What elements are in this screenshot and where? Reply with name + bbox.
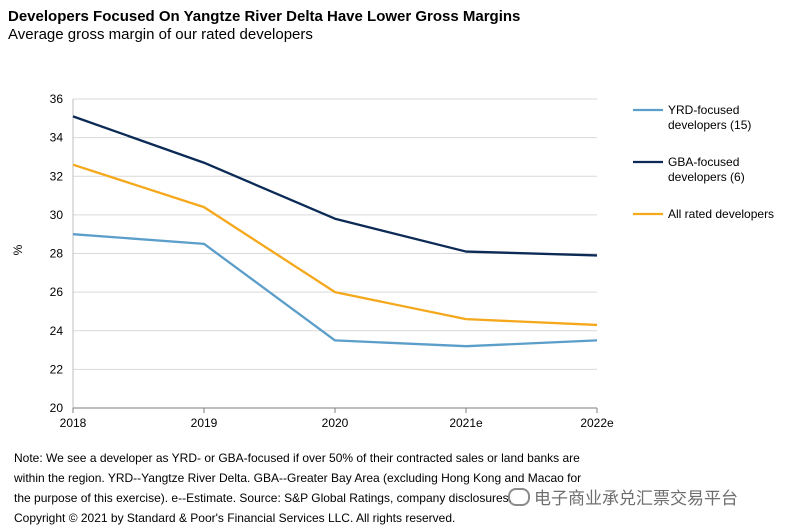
legend-entry: developers (6): [668, 170, 745, 184]
series-line: [72, 233, 598, 348]
line-chart: 20 22 24 26 28 30 32 34 36 2018 2019 2020 2021e 2022e…: [11, 92, 774, 430]
legend-entry: developers (15): [668, 118, 751, 132]
y-tick-label: 20: [50, 401, 64, 415]
y-tick-label: 26: [50, 285, 64, 299]
footnote: Note: We see a developer as YRD- or GBA-…: [14, 448, 624, 528]
legend-entry: All rated developers: [668, 207, 774, 221]
y-tick-label: 32: [50, 169, 64, 183]
y-tick-label: 28: [50, 247, 64, 261]
y-tick-label: 24: [50, 324, 64, 338]
axes: [72, 99, 598, 413]
y-tick-label: 36: [50, 92, 64, 106]
watermark: 电子商业承兑汇票交易平台: [508, 484, 738, 509]
tick-labels: 20 22 24 26 28 30 32 34 36 2018 2019 2020 2021e 2022e: [50, 92, 614, 430]
x-tick-label: 2020: [322, 416, 349, 430]
x-tick-label: 2018: [60, 416, 87, 430]
y-tick-label: 22: [50, 362, 64, 376]
x-tick-label: 2022e: [580, 416, 614, 430]
y-tick-label: 34: [50, 131, 64, 145]
wechat-icon: [508, 488, 530, 506]
legend-entry: YRD-focused: [668, 103, 739, 117]
x-tick-label: 2021e: [449, 416, 483, 430]
footnote-line: Note: We see a developer as YRD- or GBA-…: [14, 451, 580, 465]
y-axis-label: %: [11, 244, 25, 255]
footnote-line: within the region. YRD--Yangtze River De…: [14, 471, 582, 485]
series-line: [72, 115, 598, 257]
series-line: [72, 163, 598, 327]
watermark-text: 电子商业承兑汇票交易平台: [534, 489, 738, 509]
copyright: Copyright © 2021 by Standard & Poor's Fi…: [14, 511, 456, 525]
chart-subtitle: Average gross margin of our rated develo…: [8, 26, 313, 43]
series-lines: [72, 115, 598, 348]
chart-title: Developers Focused On Yangtze River Delt…: [8, 8, 521, 25]
legend-entry: GBA-focused: [668, 155, 739, 169]
footnote-line: the purpose of this exercise). e--Estima…: [14, 491, 513, 505]
gridlines: [73, 98, 597, 370]
y-tick-label: 30: [50, 208, 64, 222]
x-tick-label: 2019: [191, 416, 218, 430]
